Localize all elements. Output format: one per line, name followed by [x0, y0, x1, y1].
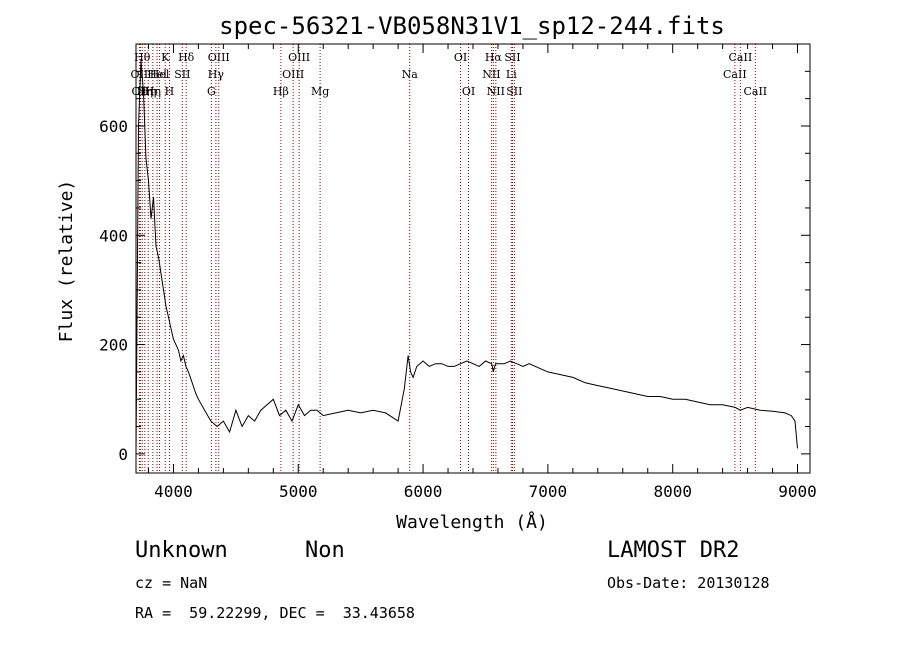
y-tick-label-400: 400 [99, 226, 128, 245]
x-axis-ticks: 4000 5000 6000 7000 8000 9000 [147, 44, 817, 501]
spectral-line-label-20: OI [454, 51, 467, 64]
redshift-text: cz = NaN [135, 574, 208, 592]
x-tick-label-8000: 8000 [653, 482, 692, 501]
spectral-line-label-12: G [207, 85, 216, 98]
spectral-line-label-25: Li [506, 68, 517, 81]
spectral-line-label-10: SII [174, 68, 190, 81]
spectral-line-label-14: OIII [208, 51, 230, 64]
x-tick-label-5000: 5000 [279, 482, 318, 501]
spectral-line-label-6: Hel [147, 68, 167, 81]
spectral-line-label-8: K [161, 51, 170, 64]
spectral-line-label-22: NII [482, 68, 500, 81]
spectral-line-label-26: SII [504, 51, 520, 64]
spectral-line-label-28: CaII [723, 68, 747, 81]
x-axis-label: Wavelength (Å) [396, 511, 548, 533]
class-label: Unknown [135, 538, 228, 563]
spectral-line-label-29: CaII [729, 51, 753, 64]
y-axis-ticks: 0 200 400 600 [99, 70, 810, 464]
plot-frame [135, 43, 811, 474]
spectral-line-label-18: Mg [311, 85, 329, 98]
spectral-line-markers: OIIOIIHθHηHηHηHelHelKHSIIHδGHγOIIIHβOIII… [131, 44, 767, 473]
series-layer [135, 60, 798, 454]
spectral-line-label-19: Na [402, 68, 419, 81]
y-axis-label: Flux (relative) [56, 180, 77, 343]
x-tick-label-4000: 4000 [154, 482, 193, 501]
spectral-line-label-2: Hθ [134, 51, 151, 64]
coordinates-text: RA = 59.22299, DEC = 33.43658 [135, 604, 415, 622]
x-tick-label-6000: 6000 [404, 482, 443, 501]
spectral-line-label-13: Hγ [208, 68, 225, 81]
spectrum-line [135, 60, 798, 454]
y-tick-label-600: 600 [99, 117, 128, 136]
spectral-line-label-24: NII [487, 85, 505, 98]
spectral-line-label-17: OIII [288, 51, 310, 64]
subclass-label: Non [305, 538, 345, 563]
spectral-line-label-15: Hβ [273, 85, 289, 98]
y-tick-label-200: 200 [99, 336, 128, 355]
spectral-line-label-7: Hel [150, 68, 170, 81]
chart-title: spec-56321-VB058N31V1_sp12-244.fits [219, 12, 725, 40]
spectral-line-label-5: Hη [145, 85, 161, 98]
spectral-line-label-21: OI [462, 85, 475, 98]
spectral-line-label-3: Hη [137, 85, 153, 98]
spectral-line-label-9: H [165, 85, 175, 98]
spectral-line-label-4: Hη [140, 85, 156, 98]
spectral-line-label-23: Hα [485, 51, 503, 64]
spectral-line-label-30: CaII [743, 85, 767, 98]
spectral-line-label-16: OIII [282, 68, 304, 81]
survey-label: LAMOST DR2 [607, 538, 740, 563]
spectral-line-label-0: OII [131, 68, 149, 81]
x-tick-label-9000: 9000 [778, 482, 817, 501]
y-tick-label-0: 0 [118, 445, 128, 464]
obs-date-text: Obs-Date: 20130128 [607, 574, 770, 592]
spectral-line-label-27: SII [506, 85, 522, 98]
spectral-line-label-11: Hδ [178, 51, 195, 64]
x-tick-label-7000: 7000 [529, 482, 568, 501]
